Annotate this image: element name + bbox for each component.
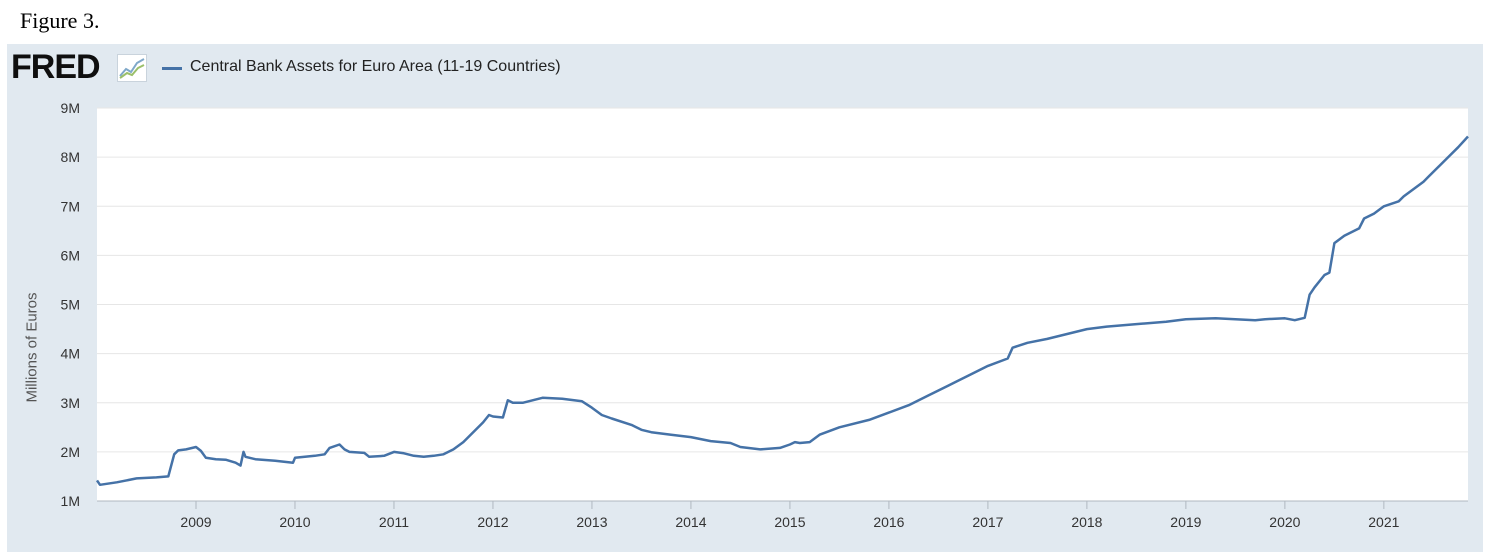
y-tick-label: 4M: [61, 346, 80, 362]
x-tick-label: 2018: [1071, 514, 1102, 530]
y-tick-label: 7M: [61, 198, 80, 214]
y-tick-label: 3M: [61, 395, 80, 411]
x-tick-label: 2013: [576, 514, 607, 530]
grid-lines: [97, 107, 1468, 453]
chart-trend-icon: [117, 54, 147, 82]
series-line-central-bank-assets: [95, 135, 1469, 487]
x-tick-label: 2012: [477, 514, 508, 530]
figure-caption: Figure 3.: [20, 8, 100, 33]
x-tick-label: 2019: [1170, 514, 1201, 530]
x-tick-labels: 2009 2010 2011 2012 2013 2014 2015 2016 2017 2018…: [180, 501, 1400, 530]
y-tick-label: 2M: [61, 444, 80, 460]
x-tick-label: 2021: [1368, 514, 1399, 530]
y-tick-label: 6M: [61, 247, 80, 263]
x-tick-label: 2009: [180, 514, 211, 530]
x-tick-label: 2011: [379, 514, 409, 530]
x-tick-label: 2020: [1269, 514, 1300, 530]
legend-swatch: [162, 67, 182, 70]
x-tick-label: 2017: [972, 514, 1003, 530]
x-tick-label: 2014: [675, 514, 706, 530]
y-tick-label: 8M: [61, 149, 80, 165]
y-tick-label: 5M: [61, 297, 80, 313]
y-tick-labels: 1M 2M 3M 4M 5M 6M 7M 8M 9M: [61, 100, 80, 509]
chart-panel: FRED Central Bank Assets for Euro Area (…: [7, 44, 1483, 552]
y-tick-label: 9M: [61, 100, 80, 116]
legend-label[interactable]: Central Bank Assets for Euro Area (11-19…: [190, 58, 561, 75]
x-tick-label: 2010: [279, 514, 310, 530]
x-tick-label: 2015: [774, 514, 805, 530]
fred-logo[interactable]: FRED: [11, 48, 101, 86]
y-tick-label: 1M: [61, 493, 80, 509]
x-tick-label: 2016: [873, 514, 904, 530]
chart-header: FRED Central Bank Assets for Euro Area (…: [7, 44, 1483, 92]
